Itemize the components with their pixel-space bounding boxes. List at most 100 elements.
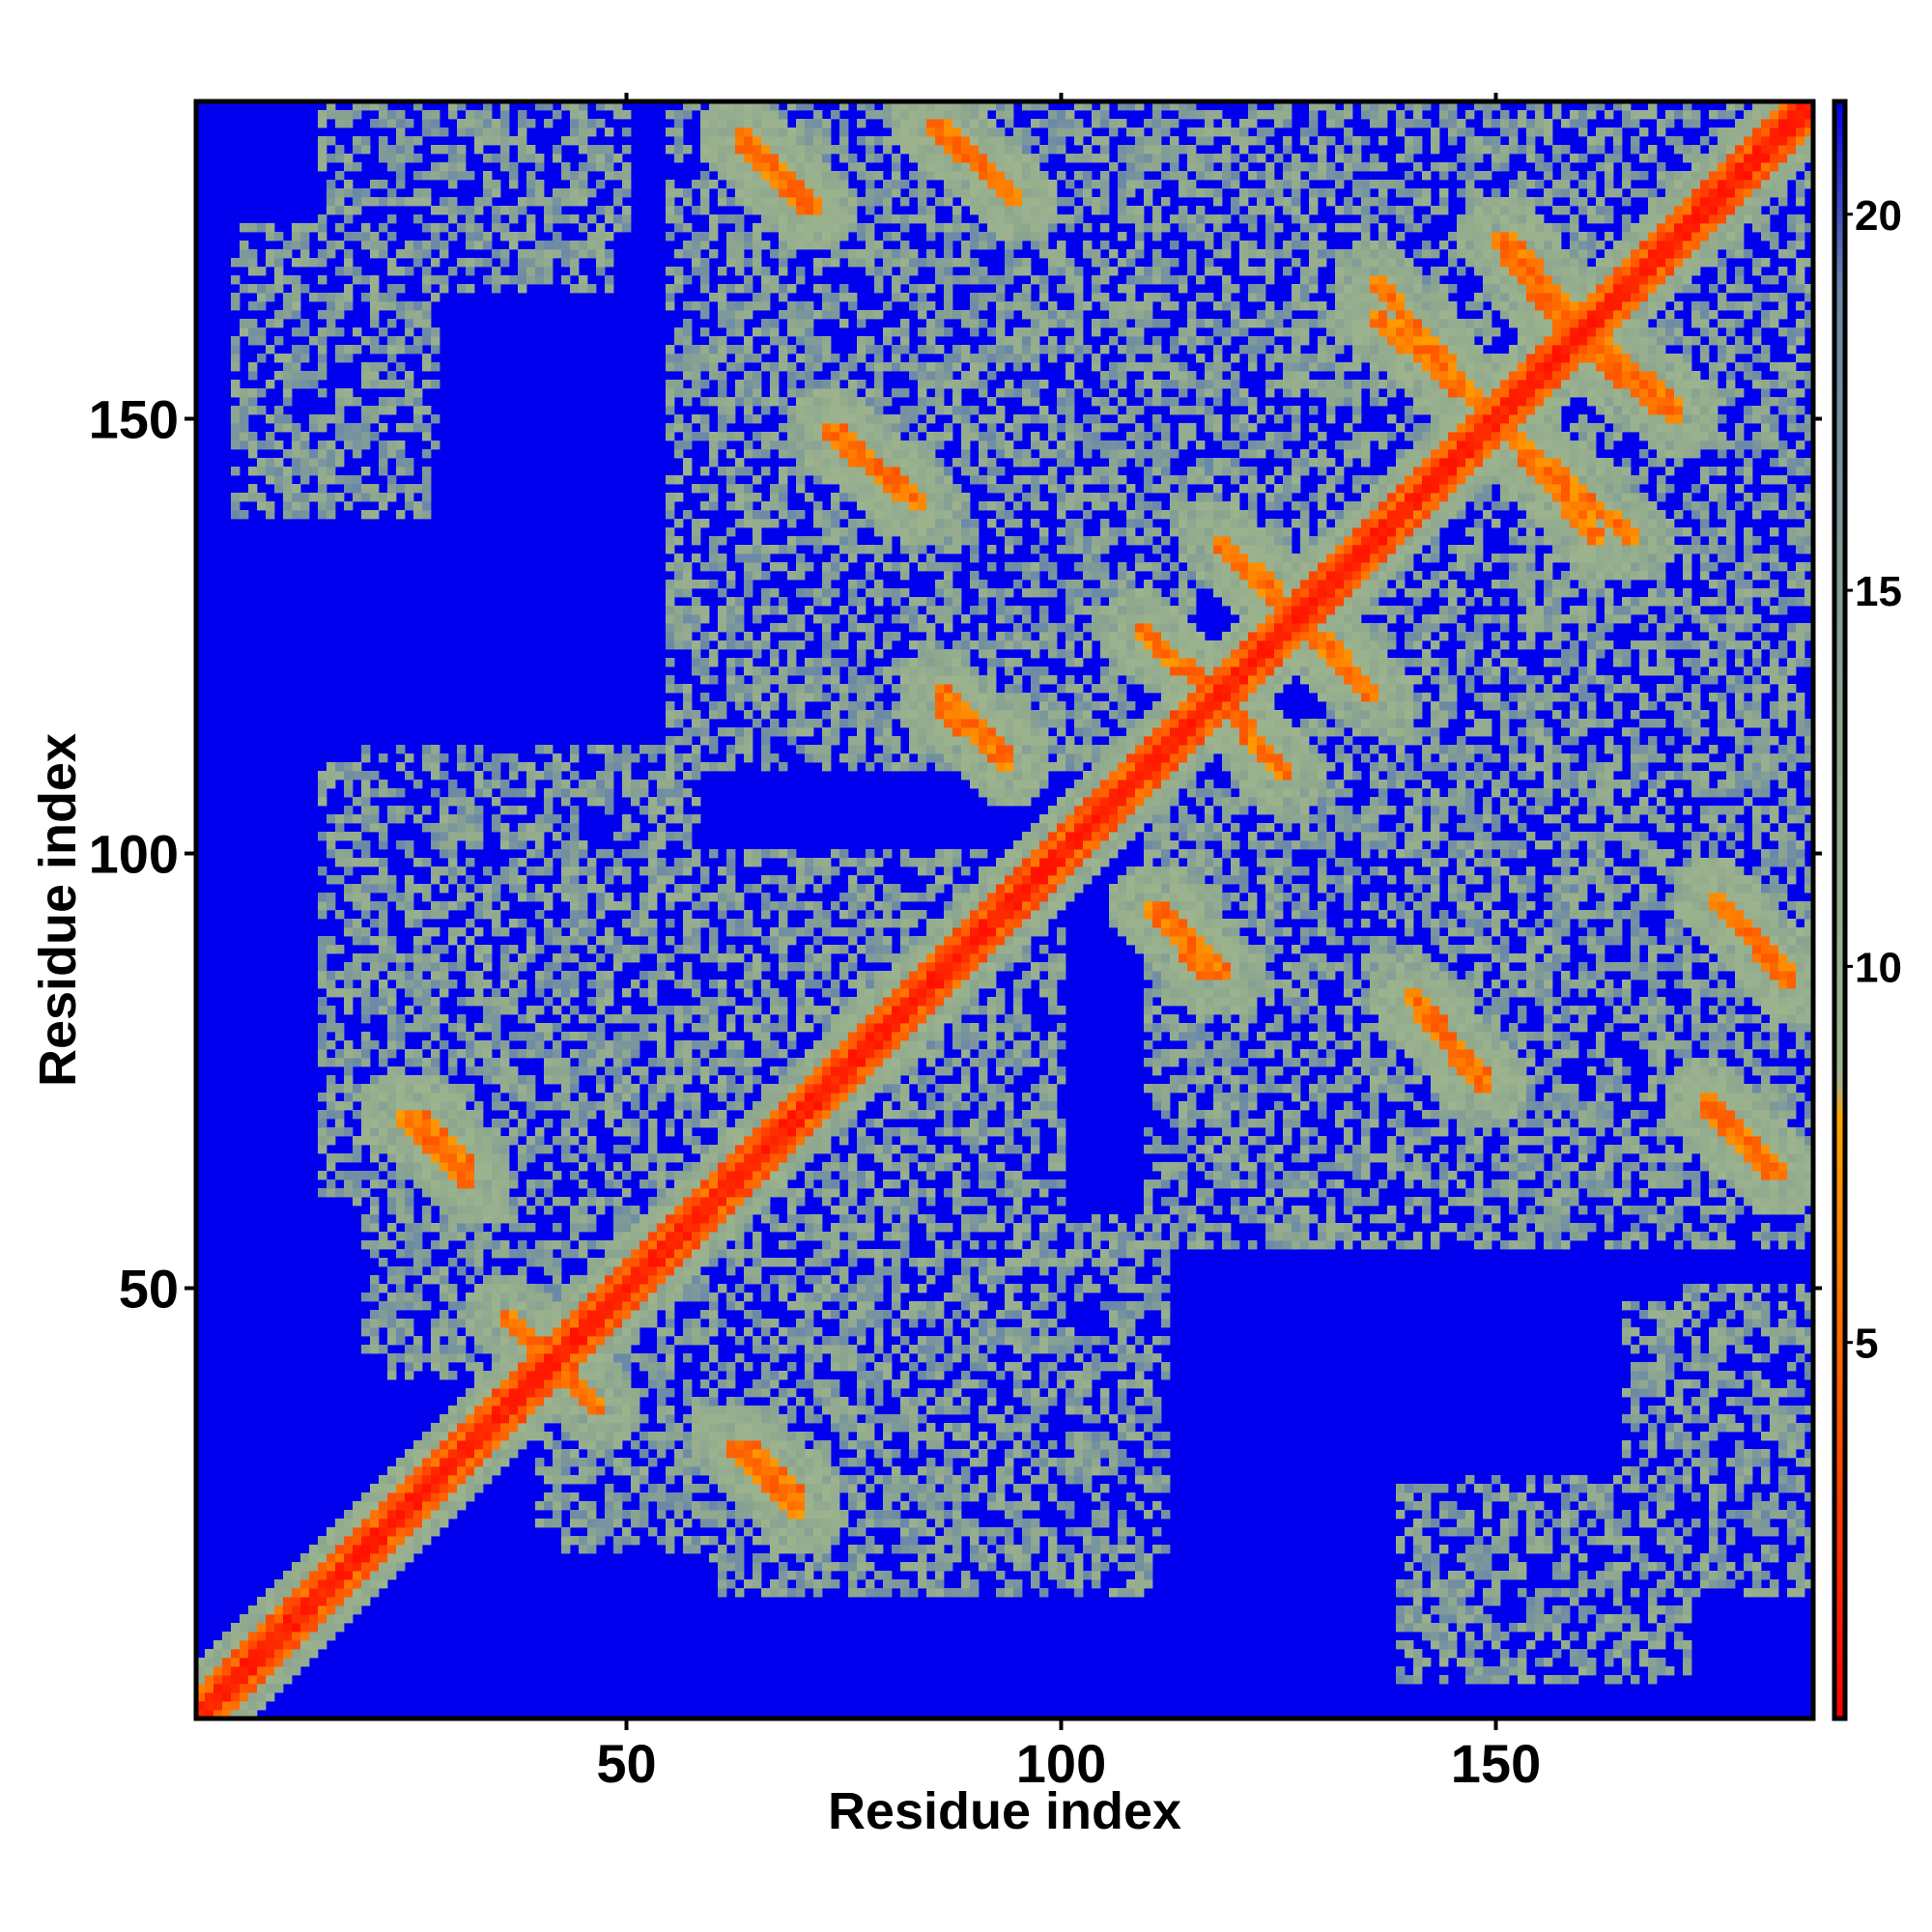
heatmap-cell — [779, 927, 788, 937]
heatmap-cell — [353, 1519, 362, 1528]
heatmap-cell — [500, 1145, 510, 1154]
heatmap-cell — [553, 1058, 562, 1067]
heatmap-cell — [648, 745, 658, 754]
heatmap-cell — [353, 901, 362, 911]
heatmap-cell — [805, 1171, 814, 1180]
heatmap-cell — [379, 1484, 388, 1493]
heatmap-cell — [561, 840, 571, 850]
heatmap-cell — [413, 953, 423, 963]
heatmap-cell — [327, 1058, 336, 1067]
heatmap-cell — [692, 101, 701, 111]
heatmap-cell — [579, 1423, 588, 1433]
heatmap-cell — [631, 945, 640, 954]
heatmap-cell — [709, 1345, 719, 1354]
heatmap-cell — [744, 206, 753, 215]
heatmap-cell — [796, 1066, 806, 1076]
heatmap-cell — [379, 945, 388, 954]
heatmap-cell — [674, 1214, 684, 1224]
heatmap-cell — [353, 1171, 362, 1180]
heatmap-cell — [770, 1214, 780, 1224]
heatmap-cell — [353, 988, 362, 998]
heatmap-cell — [240, 414, 249, 424]
heatmap-cell — [779, 1014, 788, 1024]
heatmap-cell — [396, 1545, 406, 1554]
heatmap-cell — [413, 1179, 423, 1189]
heatmap-cell — [726, 362, 736, 372]
heatmap-cell — [457, 1093, 467, 1102]
heatmap-cell — [805, 1527, 814, 1537]
heatmap-cell — [518, 206, 527, 215]
heatmap-cell — [753, 1232, 762, 1241]
heatmap-cell — [805, 1049, 814, 1059]
heatmap-cell — [779, 562, 788, 572]
heatmap-cell — [796, 458, 806, 468]
heatmap-cell — [413, 814, 423, 824]
heatmap-cell — [509, 867, 519, 876]
heatmap-cell — [274, 284, 284, 294]
heatmap-cell — [718, 171, 727, 181]
heatmap-cell — [622, 180, 632, 189]
heatmap-cell — [805, 1379, 814, 1389]
heatmap-cell — [805, 1066, 814, 1076]
heatmap-cell — [683, 1006, 693, 1015]
heatmap-cell — [422, 449, 432, 459]
heatmap-cell — [440, 1293, 449, 1302]
heatmap-cell — [692, 1327, 701, 1337]
heatmap-cell — [431, 293, 440, 302]
heatmap-cell — [770, 188, 780, 198]
heatmap-cell — [440, 1040, 449, 1050]
heatmap-cell — [735, 1440, 745, 1450]
heatmap-cell — [440, 1145, 449, 1154]
heatmap-cell — [292, 510, 301, 520]
heatmap-cell — [553, 1171, 562, 1180]
heatmap-cell — [805, 1501, 814, 1511]
heatmap-cell — [309, 1597, 319, 1606]
heatmap-cell — [370, 345, 380, 355]
heatmap-cell — [474, 136, 484, 146]
heatmap-cell — [492, 1101, 501, 1111]
heatmap-cell — [605, 1336, 614, 1346]
heatmap-cell — [422, 362, 432, 372]
heatmap-cell — [405, 484, 414, 494]
heatmap-cell — [553, 1275, 562, 1285]
heatmap-cell — [370, 901, 380, 911]
heatmap-cell — [744, 684, 753, 694]
heatmap-cell — [709, 397, 719, 407]
heatmap-cell — [796, 241, 806, 250]
heatmap-cell — [779, 1562, 788, 1572]
heatmap-cell — [405, 1084, 414, 1094]
heatmap-cell — [544, 788, 554, 798]
heatmap-cell — [596, 1101, 606, 1111]
heatmap-cell — [666, 354, 675, 363]
heatmap-cell — [596, 145, 606, 155]
heatmap-cell — [726, 1527, 736, 1537]
heatmap-cell — [396, 1084, 406, 1094]
heatmap-cell — [639, 1266, 649, 1276]
heatmap-cell — [796, 484, 806, 494]
heatmap-cell — [787, 1336, 797, 1346]
heatmap-cell — [726, 171, 736, 181]
heatmap-cell — [335, 267, 345, 276]
heatmap-cell — [587, 1310, 597, 1320]
heatmap-cell — [596, 745, 606, 754]
heatmap-cell — [431, 1153, 440, 1163]
heatmap-cell — [796, 1536, 806, 1546]
heatmap-cell — [327, 475, 336, 485]
heatmap-cell — [666, 406, 675, 415]
heatmap-cell — [805, 423, 814, 433]
heatmap-cell — [240, 223, 249, 233]
heatmap-cell — [674, 414, 684, 424]
heatmap-cell — [700, 1040, 710, 1050]
heatmap-cell — [692, 1023, 701, 1033]
heatmap-cell — [579, 884, 588, 894]
heatmap-cell — [387, 1093, 397, 1102]
heatmap-cell — [283, 371, 293, 381]
heatmap-cell — [353, 136, 362, 146]
heatmap-cell — [709, 293, 719, 302]
heatmap-cell — [370, 1127, 380, 1137]
heatmap-cell — [744, 554, 753, 563]
heatmap-cell — [787, 1466, 797, 1476]
heatmap-cell — [579, 1406, 588, 1415]
heatmap-cell — [309, 449, 319, 459]
heatmap-cell — [718, 1588, 727, 1598]
